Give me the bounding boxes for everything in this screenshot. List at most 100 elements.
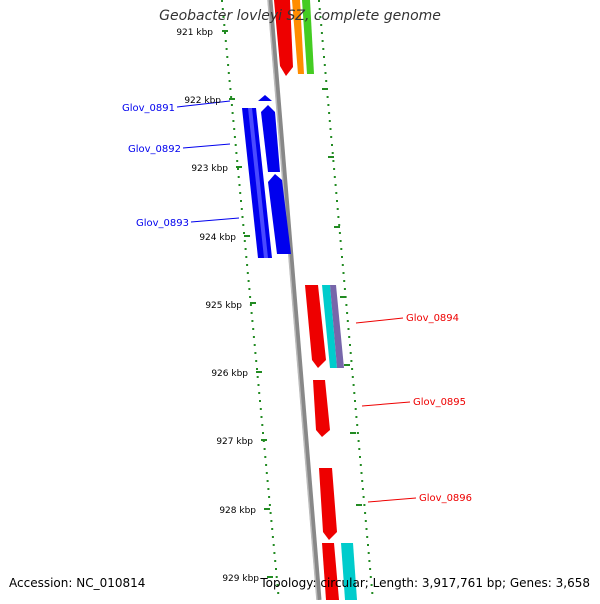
scale-dot: [349, 344, 351, 346]
genome-backbone-highlight: [267, 0, 318, 601]
scale-dot: [350, 360, 353, 362]
scale-dot: [237, 176, 240, 178]
scale-dot: [243, 232, 245, 234]
scale-dot: [267, 488, 270, 490]
scale-dot: [356, 424, 359, 426]
scale-tick: [256, 371, 262, 373]
scale-dot: [343, 288, 346, 290]
scale-tick: [250, 302, 256, 304]
scale-dot: [241, 216, 244, 218]
scale-dot: [246, 264, 249, 266]
scale-dot: [261, 424, 264, 426]
scale-dot: [240, 208, 243, 210]
scale-dot: [250, 312, 253, 314]
gene-glov-0896[interactable]: [319, 468, 337, 540]
scale-dot: [229, 88, 232, 90]
leader-glov-0896: [367, 497, 417, 503]
scale-label: 921 kbp: [176, 28, 213, 38]
scale-dot: [275, 568, 277, 570]
gene-glov-0894-purple[interactable]: [330, 285, 344, 368]
scale-dot: [323, 56, 325, 58]
gene-glov-0893-lower[interactable]: [268, 174, 291, 254]
scale-dot: [268, 496, 271, 498]
scale-dot: [270, 520, 273, 522]
scale-dot: [274, 560, 277, 562]
scale-tick: [261, 439, 267, 441]
scale-dot: [249, 304, 252, 306]
scale-dot: [345, 304, 348, 306]
scale-dot: [351, 376, 354, 378]
gene-red-bottom[interactable]: [322, 543, 339, 600]
scale-dot: [356, 432, 359, 434]
scale-dot: [339, 240, 342, 242]
scale-dot: [333, 176, 336, 178]
scale-dot: [256, 376, 259, 378]
scale-dot: [333, 168, 336, 170]
label-glov-0895[interactable]: Glov_0895: [413, 397, 466, 408]
scale-dot: [361, 480, 364, 482]
scale-dot: [364, 520, 367, 522]
scale-dot: [253, 344, 256, 346]
label-glov-0896[interactable]: Glov_0896: [419, 493, 472, 504]
gene-glov-0895[interactable]: [313, 380, 330, 437]
scale-dot: [246, 272, 249, 274]
gene-glov-0894[interactable]: [305, 285, 326, 368]
scale-dot: [244, 248, 247, 250]
scale-dot: [224, 32, 226, 34]
genome-backbone: [267, 0, 322, 601]
scale-dot: [230, 104, 233, 106]
scale-dot: [327, 104, 330, 106]
scale-dot: [336, 200, 338, 202]
scale-dot: [353, 392, 356, 394]
scale-dot: [265, 472, 268, 474]
scale-dot: [318, 0, 320, 2]
scale-dot: [346, 320, 349, 322]
scale-dot: [357, 440, 360, 442]
scale-dot: [236, 160, 239, 162]
scale-dot: [228, 80, 231, 82]
gene-glov-0894-cyan[interactable]: [322, 285, 337, 368]
scale-dot: [233, 136, 236, 138]
scale-ruler: [221, 0, 374, 602]
scale-tick: [236, 166, 242, 168]
scale-dot: [243, 240, 246, 242]
scale-dot: [371, 592, 374, 594]
scale-dot: [331, 144, 333, 146]
gene-glov-0891-arrow[interactable]: [258, 95, 272, 101]
scale-dash: [340, 296, 346, 298]
scale-dot: [271, 536, 274, 538]
scale-dot: [320, 24, 323, 26]
scale-dot: [337, 216, 340, 218]
scale-dot: [370, 584, 373, 586]
genome-title: Geobacter lovleyi SZ, complete genome: [159, 8, 441, 24]
scale-dot: [251, 320, 254, 322]
scale-dot: [338, 224, 341, 226]
scale-dot: [328, 112, 331, 114]
gene-orange-top[interactable]: [292, 0, 304, 74]
scale-dash: [344, 364, 350, 366]
label-glov-0892[interactable]: Glov_0892: [128, 144, 181, 155]
scale-dot: [361, 488, 364, 490]
label-glov-0894[interactable]: Glov_0894: [406, 313, 459, 324]
scale-dot: [231, 112, 234, 114]
scale-dot: [367, 544, 369, 546]
gene-red-top[interactable]: [274, 0, 293, 76]
scale-dot: [364, 512, 367, 514]
label-glov-0893[interactable]: Glov_0893: [136, 218, 189, 229]
leader-glov-0892: [182, 143, 231, 149]
scale-dot: [258, 392, 261, 394]
scale-dot: [238, 184, 241, 186]
gene-cyan-bottom[interactable]: [341, 543, 357, 600]
scale-dot: [247, 280, 250, 282]
scale-dot: [227, 64, 230, 66]
gene-glov-0893-upper[interactable]: [261, 105, 280, 172]
scale-dot: [332, 160, 335, 162]
scale-dot: [232, 120, 235, 122]
scale-labels: 921 kbp 922 kbp 923 kbp 924 kbp 925 kbp 926 k…: [176, 28, 273, 584]
label-glov-0891[interactable]: Glov_0891: [122, 103, 175, 114]
gene-green-top[interactable]: [302, 0, 314, 74]
scale-tick: [267, 576, 273, 578]
scale-dot: [252, 336, 255, 338]
scale-dot: [360, 472, 363, 474]
